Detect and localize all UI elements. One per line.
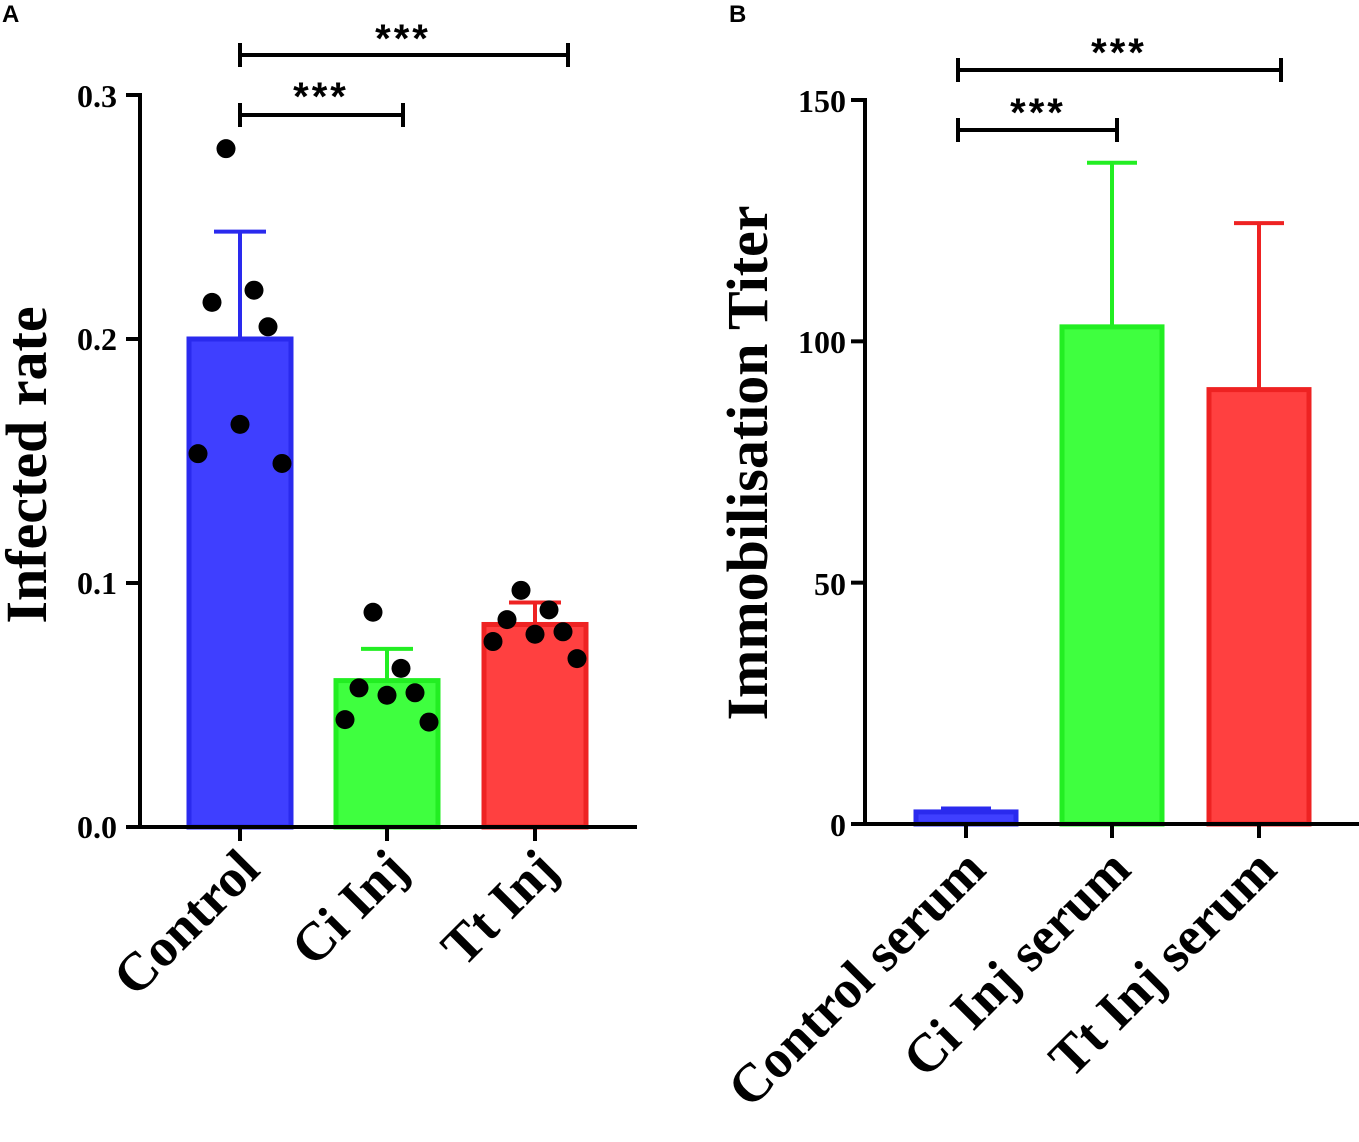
panel-a-data-point-0-6 <box>272 453 292 473</box>
panel-b-significance-label-1: *** <box>1010 91 1066 135</box>
panel-a-data-point-0-2 <box>202 292 222 312</box>
panel-a-y-tick-label-2: 0.2 <box>77 321 117 357</box>
panel-b-letter: B <box>729 1 746 28</box>
panel-a-category-label-control: Control <box>101 838 270 1007</box>
panel-a-data-point-1-3 <box>405 683 425 703</box>
panel-a-significance-label-1: *** <box>293 75 349 119</box>
panel-b-bar-2 <box>1206 387 1312 827</box>
panel-a-data-point-0-3 <box>258 317 278 337</box>
panel-a-data-point-2-6 <box>567 649 587 669</box>
panel-a-data-point-1-6 <box>419 712 439 732</box>
panel-a-data-point-2-4 <box>525 624 545 644</box>
panel-a-letter: A <box>2 1 19 28</box>
panel-a-data-point-0-4 <box>230 414 250 434</box>
panel-a-data-point-0-1 <box>244 280 264 300</box>
panel-a-data-point-2-3 <box>553 622 573 642</box>
panel-a-bar-1 <box>333 678 441 830</box>
panel-a-data-point-2-0 <box>511 580 531 600</box>
panel-a-data-point-0-0 <box>216 139 236 159</box>
panel-a-data-point-1-0 <box>363 602 383 622</box>
panel-b-y-axis-title: Immobilisation Titer <box>715 205 780 720</box>
panel-a-y-tick-label-1: 0.1 <box>77 565 117 601</box>
panel-a-y-tick-label-0: 0.0 <box>77 809 117 845</box>
panel-a-data-point-1-1 <box>391 658 411 678</box>
panel-a-data-point-1-4 <box>377 685 397 705</box>
panel-a-data-point-2-2 <box>497 610 517 630</box>
panel-a-data-point-0-5 <box>188 444 208 464</box>
panel-a: A Infected rate 0.0 0.1 0.2 0.3 Control … <box>0 1 637 1007</box>
panel-b-y-tick-label-2: 100 <box>798 324 846 360</box>
panel-b-significance-label-2: *** <box>1091 31 1147 75</box>
panel-a-bar-0 <box>186 336 294 830</box>
panel-a-y-axis-title: Infected rate <box>0 306 59 623</box>
panel-b-y-tick-label-3: 150 <box>798 83 846 119</box>
panel-a-category-label-tt-inj: Tt Inj <box>430 838 569 977</box>
panel-a-data-point-2-1 <box>539 600 559 620</box>
panel-a-data-point-2-5 <box>483 632 503 652</box>
panel-a-data-point-1-5 <box>335 710 355 730</box>
panel-b-y-tick-label-1: 50 <box>814 566 846 602</box>
panel-b-y-tick-label-0: 0 <box>830 807 846 843</box>
panel-b-category-label-control-serum: Control serum <box>716 838 996 1118</box>
panel-b: B Immobilisation Titer 0 50 100 150 Cont… <box>715 1 1359 1118</box>
panel-b-bar-1 <box>1059 324 1165 827</box>
panel-a-data-point-1-2 <box>349 678 369 698</box>
panel-a-y-tick-label-3: 0.3 <box>77 78 117 114</box>
panel-a-category-label-ci-inj: Ci Inj <box>280 838 419 977</box>
